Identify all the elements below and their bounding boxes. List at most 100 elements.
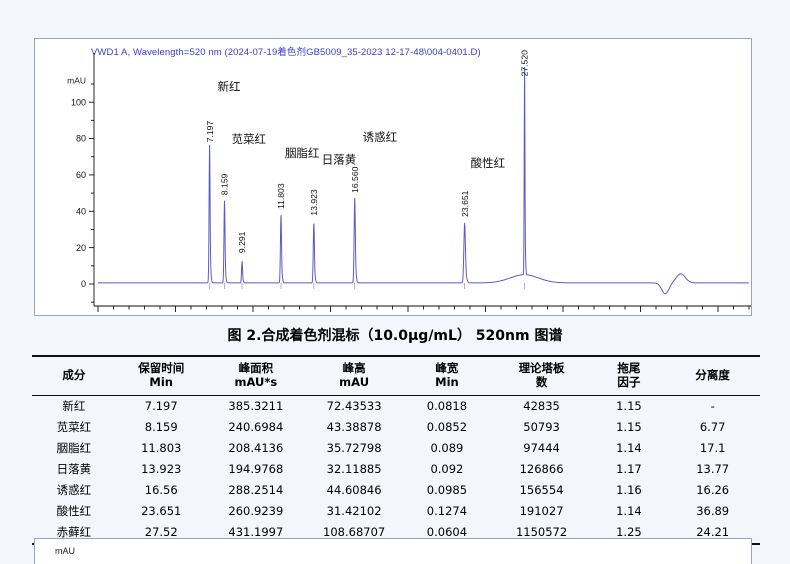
y-axis-unit-label: mAU [67, 76, 86, 86]
header-peak-height: 峰高 mAU [305, 356, 403, 395]
cell-peak-width: 0.0818 [426, 399, 468, 414]
header-resolution: 分离度 [665, 356, 760, 395]
next-chromatogram-panel [34, 538, 752, 564]
header-retention-time-line1: 保留时间 [138, 361, 185, 375]
header-peak-width-line2: Min [435, 375, 459, 390]
cell-peak-width: 0.092 [430, 462, 464, 477]
cell-component: 赤藓红 [56, 525, 92, 540]
peak-retention-time-label: 11.803 [276, 183, 286, 209]
table-row: 日落黄 13.923 194.9768 32.11885 0.092 126866 1.17… [32, 459, 760, 480]
cell-component: 苋菜红 [56, 420, 92, 435]
header-resolution-line1: 分离度 [695, 368, 730, 383]
cell-retention-time: 13.923 [141, 462, 182, 477]
chromatogram-panel: VWD1 A, Wavelength=520 nm (2024-07-19着色剂… [34, 38, 752, 316]
header-theoretical-plates-line2: 数 [535, 375, 548, 390]
cell-tailing-factor: 1.14 [616, 441, 642, 456]
table-body: 新红 7.197 385.3211 72.43533 0.0818 42835 1.15 - 苋… [32, 395, 760, 544]
cell-peak-height: 108.68707 [323, 525, 386, 540]
x-axis-tick-label: 5 [173, 314, 178, 315]
cell-peak-height: 35.72798 [326, 441, 382, 456]
peak-component-label: 新红 [218, 79, 241, 93]
table-row: 新红 7.197 385.3211 72.43533 0.0818 42835 1.15 - [32, 395, 760, 417]
y-axis-tick-label: 40 [76, 206, 86, 216]
cell-theoretical-plates: 191027 [519, 504, 564, 519]
cell-peak-area: 385.3211 [228, 399, 284, 414]
cell-tailing-factor: 1.25 [616, 525, 642, 540]
table-head: 成分 保留时间 Min 峰面积 mAU*s 峰高 mAU 峰宽 Min [32, 356, 760, 396]
header-component: 成分 [32, 356, 116, 395]
cell-theoretical-plates: 126866 [519, 462, 564, 477]
header-retention-time: 保留时间 Min [116, 356, 207, 395]
x-axis-tick-label: 0 [95, 314, 100, 315]
y-axis-tick-label: 80 [76, 134, 86, 144]
cell-resolution: 6.77 [699, 420, 726, 435]
cell-peak-area: 260.9239 [228, 504, 284, 519]
cell-theoretical-plates: 97444 [523, 441, 560, 456]
chromatogram-title: VWD1 A, Wavelength=520 nm (2024-07-19着色剂… [91, 47, 481, 58]
next-chromatogram-ylabel: mAU [55, 546, 75, 556]
cell-tailing-factor: 1.14 [616, 504, 642, 519]
cell-peak-width: 0.0852 [426, 420, 468, 435]
cell-retention-time: 16.56 [144, 483, 178, 498]
header-peak-area: 峰面积 mAU*s [207, 356, 305, 395]
cell-tailing-factor: 1.15 [616, 399, 642, 414]
table-row: 苋菜红 8.159 240.6984 43.38878 0.0852 50793 1.15 6… [32, 417, 760, 438]
cell-tailing-factor: 1.15 [616, 420, 642, 435]
chromatogram-trace [98, 66, 749, 295]
cell-theoretical-plates: 1150572 [515, 525, 568, 540]
peak-retention-time-label: 13.923 [309, 189, 319, 216]
header-tailing-factor-line2: 因子 [617, 375, 641, 390]
cell-peak-area: 194.9768 [228, 462, 284, 477]
cell-theoretical-plates: 50793 [523, 420, 560, 435]
cell-component: 酸性红 [56, 504, 92, 519]
peak-component-label: 酸性红 [471, 156, 506, 170]
cell-component: 新红 [62, 399, 86, 414]
peak-retention-time-label: 8.159 [220, 173, 230, 195]
cell-retention-time: 11.803 [141, 441, 182, 456]
cell-peak-area: 431.1997 [228, 525, 284, 540]
header-peak-width-line1: 峰宽 [435, 361, 459, 375]
cell-component: 日落黄 [56, 462, 92, 477]
x-axis-tick-label: 30 [558, 314, 568, 315]
figure-caption: 图 2.合成着色剂混标（10.0μg/mL） 520nm 图谱 [227, 328, 563, 344]
cell-retention-time: 23.651 [141, 504, 182, 519]
cell-component: 诱惑红 [56, 483, 92, 498]
header-peak-height-line1: 峰高 [342, 361, 366, 375]
cell-peak-width: 0.0985 [426, 483, 468, 498]
x-axis-unit-label: min [746, 314, 751, 315]
cell-resolution: 17.1 [699, 441, 726, 456]
peak-component-label: 诱惑红 [363, 130, 398, 144]
table-row: 酸性红 23.651 260.9239 31.42102 0.1274 191027 1.1… [32, 501, 760, 522]
header-theoretical-plates-line1: 理论塔板 [518, 361, 565, 375]
cell-peak-height: 32.11885 [326, 462, 382, 477]
cell-peak-width: 0.1274 [426, 504, 468, 519]
x-axis-tick-label: 25 [480, 314, 490, 315]
x-axis-tick-label: 20 [403, 314, 413, 315]
header-peak-width: 峰宽 Min [403, 356, 490, 395]
header-tailing-factor-line1: 拖尾 [617, 361, 641, 375]
y-axis-tick-label: 0 [81, 279, 86, 289]
header-component-line1: 成分 [62, 368, 86, 383]
peak-retention-time-label: 9.291 [237, 231, 247, 253]
header-theoretical-plates: 理论塔板 数 [491, 356, 593, 395]
cell-peak-width: 0.0604 [426, 525, 468, 540]
peak-component-label: 日落黄 [322, 153, 357, 167]
header-peak-area-line2: mAU*s [234, 375, 278, 390]
cell-resolution: 13.77 [696, 462, 730, 477]
cell-resolution: 16.26 [696, 483, 730, 498]
header-retention-time-line2: Min [149, 375, 173, 390]
cell-resolution: 24.21 [696, 525, 730, 540]
cell-peak-height: 43.38878 [326, 420, 382, 435]
results-table-container: 成分 保留时间 Min 峰面积 mAU*s 峰高 mAU 峰宽 Min [32, 355, 760, 545]
peak-retention-time-label: 16.560 [350, 166, 360, 193]
x-axis-tick-label: 15 [325, 314, 335, 315]
table-row: 胭脂红 11.803 208.4136 35.72798 0.089 97444 1.14 1… [32, 438, 760, 459]
header-peak-height-line2: mAU [339, 375, 370, 390]
x-axis-tick-label: 10 [248, 314, 258, 315]
header-tailing-factor: 拖尾 因子 [593, 356, 666, 395]
peak-retention-time-label: 7.197 [205, 121, 215, 143]
cell-retention-time: 27.52 [144, 525, 178, 540]
cell-peak-area: 208.4136 [228, 441, 284, 456]
cell-resolution: 36.89 [696, 504, 730, 519]
peak-retention-time-label: 27.520 [520, 50, 530, 77]
